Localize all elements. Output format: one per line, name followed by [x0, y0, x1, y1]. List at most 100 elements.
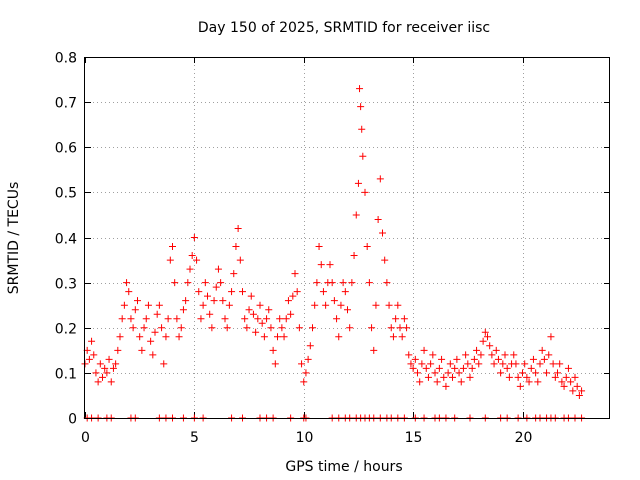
data-point — [263, 315, 271, 323]
data-point — [352, 211, 360, 219]
data-point — [243, 324, 251, 332]
data-point — [306, 342, 314, 350]
data-point — [107, 378, 115, 386]
y-tick-labels: 0 0.1 0.2 0.3 0.4 0.5 0.6 0.7 0.8 — [55, 51, 77, 428]
data-point — [348, 279, 356, 287]
data-point — [190, 234, 198, 241]
y-tick-label: 0.2 — [55, 322, 77, 338]
data-point — [440, 373, 448, 381]
data-point — [317, 261, 325, 269]
data-point — [319, 288, 327, 296]
data-point — [540, 355, 548, 363]
data-point — [554, 369, 561, 377]
data-point — [494, 355, 502, 363]
data-point — [267, 324, 275, 332]
data-point — [103, 369, 111, 377]
data-point — [462, 351, 470, 359]
data-point — [333, 315, 341, 323]
data-point — [361, 188, 369, 196]
data-point — [158, 324, 166, 332]
data-point — [536, 360, 544, 368]
data-point — [464, 360, 472, 368]
data-point — [184, 279, 192, 287]
y-tick-label: 0.1 — [55, 367, 77, 383]
data-point — [175, 333, 183, 341]
data-point — [433, 378, 441, 386]
data-point — [387, 324, 395, 332]
data-point — [302, 369, 310, 377]
data-point — [547, 333, 555, 341]
data-point — [265, 306, 273, 314]
data-point — [134, 297, 141, 305]
data-point — [142, 315, 150, 323]
data-point — [249, 310, 257, 318]
data-point — [490, 360, 498, 368]
data-point — [558, 378, 566, 386]
data-points — [81, 85, 586, 422]
data-point — [398, 333, 406, 341]
data-point — [330, 297, 338, 305]
data-point — [346, 324, 354, 332]
data-point — [510, 351, 518, 359]
data-point — [109, 364, 117, 372]
data-point — [466, 373, 474, 381]
data-point — [210, 297, 218, 305]
data-point — [370, 346, 378, 354]
data-point — [169, 243, 176, 251]
data-point — [396, 324, 404, 332]
data-point — [473, 346, 481, 354]
data-point — [123, 279, 131, 287]
data-point — [179, 306, 187, 314]
data-point — [543, 369, 551, 377]
data-point — [392, 315, 400, 323]
data-point — [383, 279, 391, 287]
data-point — [499, 360, 507, 368]
data-point — [405, 351, 413, 359]
y-axis-label: SRMTID / TECUs — [6, 182, 22, 295]
data-point — [217, 279, 225, 287]
data-point — [344, 306, 351, 314]
data-point — [444, 369, 452, 377]
data-point — [199, 301, 207, 309]
data-point — [101, 364, 109, 372]
data-point — [177, 324, 185, 332]
data-point — [173, 315, 181, 323]
data-point — [356, 85, 364, 93]
data-point — [337, 301, 345, 309]
data-point — [514, 373, 522, 381]
data-point — [147, 337, 155, 345]
data-point — [208, 324, 216, 332]
data-point — [160, 360, 168, 368]
data-point — [276, 315, 284, 323]
data-point — [254, 315, 262, 323]
data-point — [328, 279, 336, 287]
data-point — [88, 337, 96, 345]
data-point — [99, 373, 106, 381]
data-point — [400, 315, 408, 323]
data-point — [409, 364, 417, 372]
data-point — [212, 283, 220, 291]
y-tick-label: 0.6 — [55, 141, 77, 157]
data-point — [394, 301, 402, 309]
data-point — [354, 179, 362, 187]
data-point — [527, 364, 535, 372]
data-point — [492, 346, 500, 354]
chart-title: Day 150 of 2025, SRMTID for receiver iis… — [198, 20, 490, 36]
data-point — [258, 319, 266, 327]
data-point — [422, 364, 430, 372]
data-point — [96, 360, 104, 368]
data-point — [339, 279, 347, 287]
data-point — [287, 310, 295, 318]
x-tick-label: 0 — [81, 430, 90, 446]
data-point — [197, 315, 205, 323]
x-tick-label: 15 — [405, 430, 423, 446]
data-point — [151, 328, 159, 336]
data-point — [260, 333, 268, 341]
data-point — [300, 378, 308, 386]
data-point — [368, 324, 376, 332]
data-point — [153, 310, 161, 318]
data-point — [556, 360, 564, 368]
data-point — [188, 252, 196, 260]
data-point — [484, 333, 491, 341]
data-point — [470, 355, 478, 363]
